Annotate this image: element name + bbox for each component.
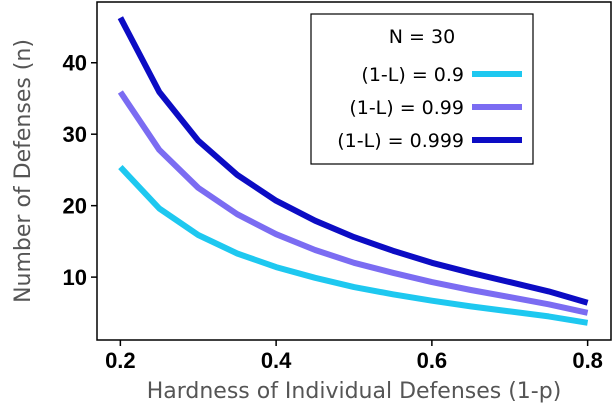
x-axis-label: Hardness of Individual Defenses (1-p): [147, 379, 562, 404]
plot-frame: [96, 1, 612, 341]
series-line-1: [118, 165, 589, 326]
x-tick-label: 0.2: [105, 348, 136, 373]
x-tick-label: 0.8: [572, 348, 603, 373]
series-line-3: [117, 16, 589, 306]
x-axis: 0.2 0.4 0.6 0.8: [105, 340, 603, 373]
y-tick-label: 40: [63, 51, 87, 76]
legend-entry-label: (1-L) = 0.99: [349, 97, 464, 119]
series-line-2: [117, 90, 589, 316]
legend-entry-label: (1-L) = 0.999: [337, 130, 464, 152]
y-axis: 10 20 30 40: [63, 51, 97, 290]
y-tick-label: 20: [63, 194, 87, 219]
plot-area: [117, 16, 589, 326]
y-tick-label: 30: [63, 122, 87, 147]
x-tick-label: 0.6: [417, 348, 448, 373]
legend-title: N = 30: [389, 26, 455, 48]
y-tick-label: 10: [63, 265, 87, 290]
x-tick-label: 0.4: [261, 348, 292, 373]
y-axis-label: Number of Defenses (n): [11, 39, 36, 303]
legend-entry-label: (1-L) = 0.9: [361, 64, 464, 86]
legend: N = 30 (1-L) = 0.9 (1-L) = 0.99 (1-L) = 0.…: [310, 13, 534, 165]
